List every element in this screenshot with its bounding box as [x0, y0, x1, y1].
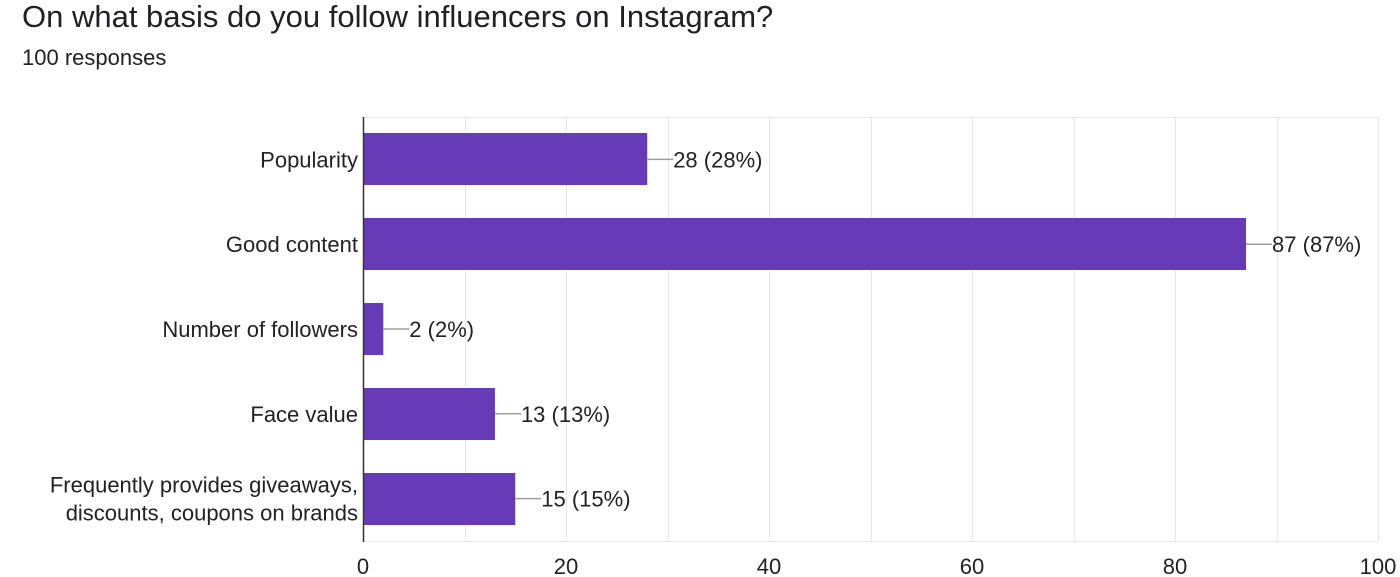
x-tick-label: 40 [757, 554, 781, 577]
category-label: Popularity [260, 147, 358, 172]
x-tick-label: 60 [960, 554, 984, 577]
category-label: Face value [250, 402, 358, 427]
x-tick-label: 100 [1360, 554, 1397, 577]
response-count: 100 responses [22, 45, 167, 70]
data-label: 2 (2%) [409, 317, 474, 342]
bar [363, 133, 648, 185]
bar [363, 473, 516, 525]
data-label: 13 (13%) [521, 402, 610, 427]
bar [363, 303, 384, 355]
category-label: discounts, coupons on brands [66, 501, 358, 526]
question-title: On what basis do you follow influencers … [22, 0, 774, 34]
category-label: Frequently provides giveaways, [50, 473, 358, 498]
bar [363, 388, 495, 440]
bar [363, 218, 1247, 270]
data-label: 28 (28%) [673, 147, 762, 172]
x-tick-label: 0 [357, 554, 369, 577]
category-label: Number of followers [162, 317, 358, 342]
data-label: 87 (87%) [1272, 232, 1361, 257]
data-label: 15 (15%) [541, 487, 630, 512]
x-tick-label: 20 [554, 554, 578, 577]
category-label: Good content [226, 232, 358, 257]
x-tick-label: 80 [1163, 554, 1187, 577]
